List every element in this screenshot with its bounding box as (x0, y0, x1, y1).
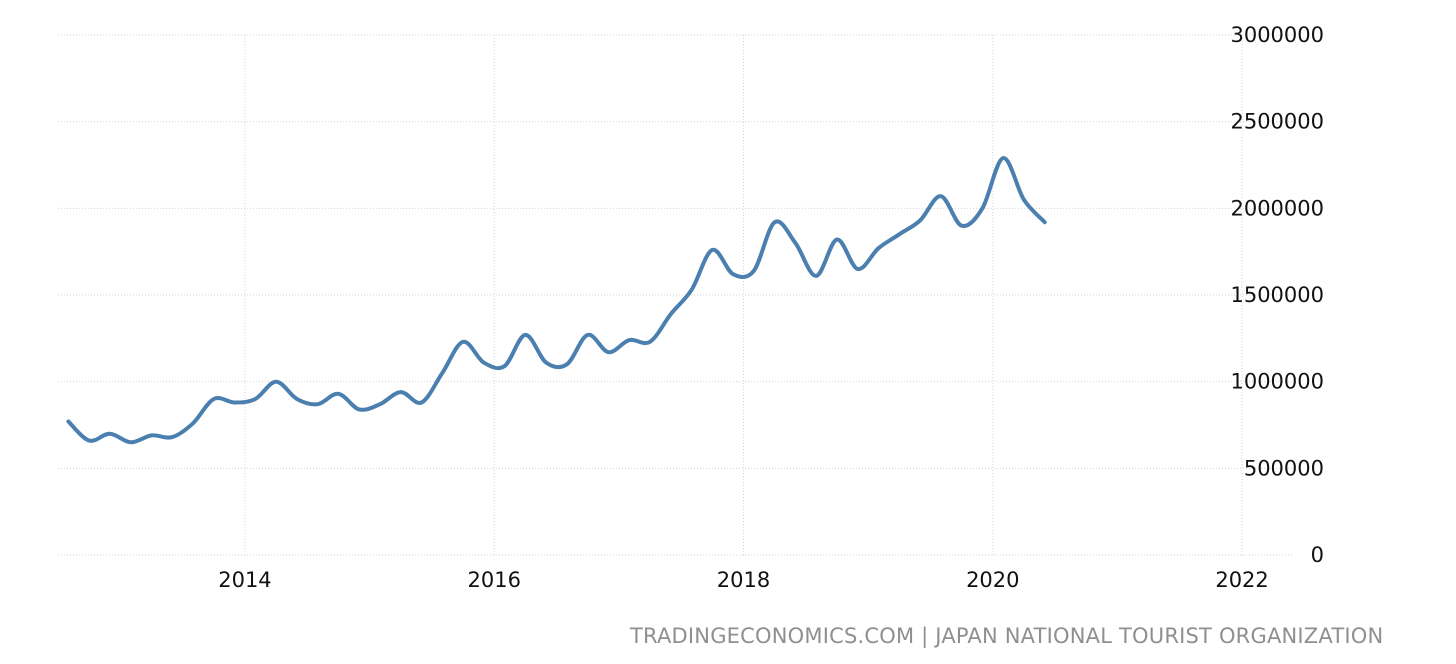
y-tick-label: 0 (1311, 543, 1324, 567)
y-tick-label: 2000000 (1230, 196, 1324, 220)
x-tick-label: 2018 (717, 568, 770, 592)
x-axis-tick-labels: 2014 2016 2018 2020 2022 (218, 568, 1269, 592)
y-axis-tick-labels: 0 500000 1000000 1500000 2000000 2500000 30000… (1230, 23, 1324, 567)
y-tick-label: 500000 (1244, 456, 1324, 480)
y-tick-label: 2500000 (1230, 110, 1324, 134)
source-attribution: TRADINGECONOMICS.COM | JAPAN NATIONAL TO… (630, 624, 1384, 648)
x-tick-label: 2016 (468, 568, 521, 592)
series-layer (66, 156, 1047, 445)
x-tick-label: 2022 (1215, 568, 1268, 592)
x-tick-label: 2020 (966, 568, 1019, 592)
y-tick-label: 1000000 (1230, 370, 1324, 394)
horizontal-gridlines (58, 34, 1294, 556)
x-tick-label: 2014 (218, 568, 271, 592)
y-tick-label: 1500000 (1230, 283, 1324, 307)
series-line (66, 156, 1047, 445)
y-tick-label: 3000000 (1230, 23, 1324, 47)
